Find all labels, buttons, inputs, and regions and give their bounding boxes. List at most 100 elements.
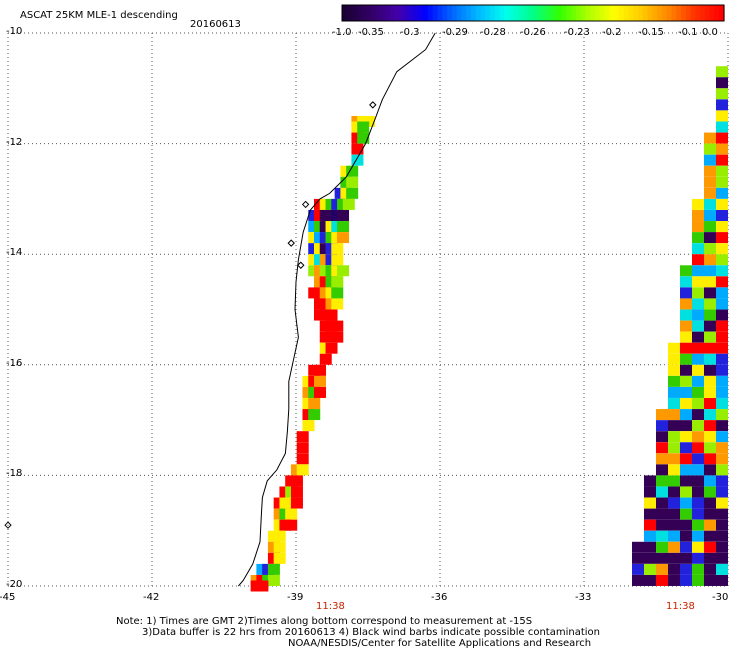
swath-cell [692,574,704,586]
swath-cell [680,486,692,498]
swath-cell [668,364,680,376]
swath-cell [644,541,656,553]
swath-cell [692,320,704,332]
colorbar-segment [413,5,419,21]
swath-cell [342,198,355,210]
swath-cell [656,486,668,498]
swath-cell [668,497,680,509]
swath-cell [308,398,321,410]
swath-cell [716,99,728,111]
colorbar-tick-label: -0.15 [638,27,664,38]
swath-cell [716,209,728,221]
swath-cell [331,243,344,255]
swath-cell [704,198,716,210]
swath-cell [656,453,668,465]
y-axis-label: -14 [6,247,23,259]
swath-cell [692,265,704,277]
swath-cell [716,88,728,100]
swath-cell [716,265,728,277]
colorbar-segment [623,5,630,21]
colorbar-segment [490,5,496,21]
swath-cell [692,209,704,221]
colorbar-segment [461,5,467,21]
swath-cell [716,66,728,78]
colorbar-segment [709,5,716,21]
swath-cell [644,563,656,575]
swath-cell [680,320,692,332]
swath-cell [704,298,716,310]
swath-cell [644,508,656,520]
swath-cell [704,243,716,255]
swath-cell [680,276,692,288]
swath-cell [704,143,716,155]
swath-cell [704,187,716,199]
swath-cell [692,243,704,255]
swath-cell [692,364,704,376]
colorbar-frame [341,4,725,22]
swath-cell [314,386,326,398]
swath-cell [656,530,668,542]
colorbar-segment [342,5,348,21]
grid-lines [7,32,729,587]
swath-cell [704,530,716,542]
colorbar-segment [442,5,448,21]
y-axis-label: -10 [6,26,23,37]
note-line-2: 3)Data buffer is 22 hrs from 20160613 4)… [142,627,600,638]
island-outline [301,200,310,209]
swath-cell [680,342,692,354]
swath-cell [668,464,680,476]
swath-cell [668,420,680,432]
swath-cell [716,221,728,233]
swath-cell [716,541,728,553]
swath-cell [716,276,728,288]
swath-cell [644,574,656,586]
swath-cell [704,331,716,343]
swath-cell [668,541,680,553]
swath-cell [704,475,716,487]
colorbar-segment [695,5,701,21]
swath-cell [632,574,644,586]
swath-cell [302,420,315,432]
data-swath-right [632,66,728,586]
swath-cell [296,464,309,476]
swath-cell [668,342,680,354]
swath-cell [346,187,359,199]
colorbar-segment [638,5,644,21]
swath-cell [692,409,704,421]
swath-cell [680,464,692,476]
swath-cell [704,221,716,233]
swath-cell [716,254,728,266]
colorbar-segment [437,5,443,21]
swath-cell [704,232,716,244]
x-axis-label: -39 [287,592,304,603]
swath-cell [680,552,692,564]
colorbar-segment [480,5,486,21]
x-axis-label: -42 [143,592,160,603]
swath-cell [325,342,338,354]
swath-cell [692,486,704,498]
swath-cell [704,386,716,398]
swath-cell [692,254,704,266]
swath-cell [692,530,704,542]
x-axis-label: -36 [431,592,448,603]
swath-cell [716,110,728,122]
swath-cell [331,320,344,332]
colorbar-segment [657,5,663,21]
swath-cell [716,353,728,365]
colorbar-segment [456,5,462,21]
swath-cell [668,530,680,542]
colorbar-segment [418,5,424,21]
colorbar-segment [556,5,563,21]
x-axis-label: -45 [0,592,16,603]
swath-cell [357,132,370,144]
swath-cell [716,497,728,509]
colorbar-segment [447,5,453,21]
swath-cell [716,132,728,144]
colorbar-segment [365,5,372,21]
colorbar-segment [604,5,610,21]
swath-cell [716,198,728,210]
colorbar-segment [547,5,553,21]
colorbar-segment [427,5,434,21]
swath-cell [704,154,716,166]
swath-cell [704,574,716,586]
